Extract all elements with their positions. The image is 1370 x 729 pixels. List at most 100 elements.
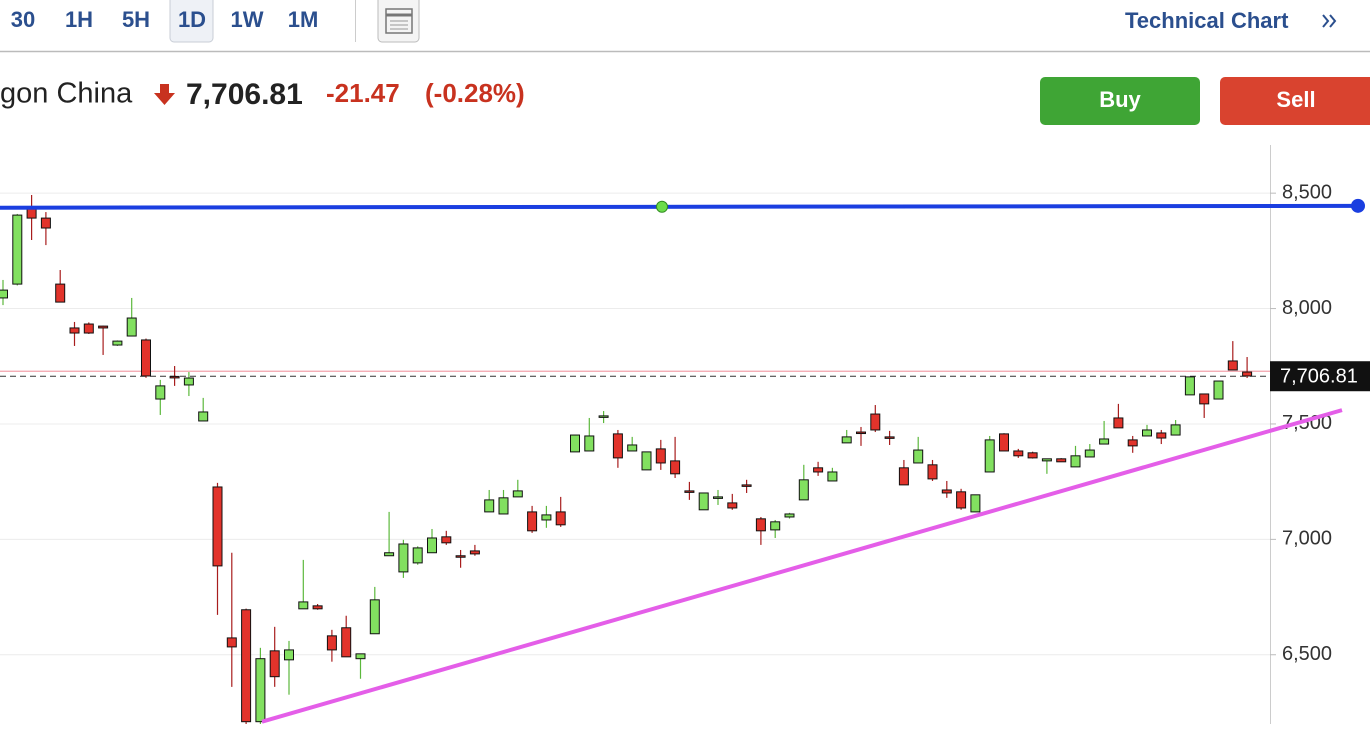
candle-body	[512, 490, 523, 498]
candle-body	[398, 543, 409, 573]
change: -21.47	[326, 78, 400, 108]
candle-body	[755, 518, 766, 532]
candle-body	[1113, 417, 1124, 429]
candle-body	[1242, 371, 1253, 377]
link-text: Technical Chart	[1125, 8, 1289, 33]
candle-body	[1027, 452, 1038, 459]
candle-body	[684, 490, 695, 493]
candle-body	[555, 511, 566, 526]
candle-body	[226, 637, 237, 648]
candle-body	[469, 550, 480, 555]
candle-body	[1156, 432, 1167, 439]
candle-body	[412, 547, 423, 564]
candle-body	[584, 435, 595, 452]
candle-body	[827, 471, 838, 482]
candle-body	[798, 479, 809, 501]
candle-body	[1084, 449, 1095, 458]
candle-body	[255, 658, 266, 723]
interval-button[interactable]: 5H	[122, 7, 150, 32]
candle-body	[770, 521, 781, 531]
candle-body	[813, 467, 824, 473]
candle-body	[541, 514, 552, 521]
candle-body	[698, 492, 709, 511]
candle-body	[384, 552, 395, 557]
interval-button[interactable]: 1W	[231, 7, 264, 32]
candle-body	[241, 609, 252, 723]
candle-body	[627, 444, 638, 452]
candle-body	[870, 413, 881, 431]
candle-body	[1199, 393, 1210, 405]
candle-body	[927, 464, 938, 480]
candle-body	[884, 436, 895, 439]
last-price-label: 7,706.81	[1280, 366, 1358, 388]
candle-body	[713, 496, 723, 499]
sell-label: Sell	[1276, 87, 1315, 112]
candle-body	[298, 601, 309, 610]
layout-button[interactable]	[377, 0, 420, 43]
candle-body	[1099, 438, 1110, 445]
candle-body	[784, 513, 795, 518]
candle-body	[69, 327, 80, 334]
sell-button[interactable]: Sell	[1220, 77, 1370, 125]
y-tick-label: 8,500	[1282, 181, 1332, 203]
candle-body	[941, 489, 952, 494]
buy-button[interactable]: Buy	[1040, 77, 1200, 125]
candle-body	[641, 451, 652, 471]
candle-body	[970, 494, 981, 513]
candle-body	[83, 323, 94, 334]
chevron	[1322, 14, 1337, 28]
candle-body	[570, 434, 580, 453]
candle-body	[126, 317, 137, 337]
candle-body	[441, 536, 452, 544]
candle-body	[1170, 424, 1181, 436]
candle-body	[98, 325, 109, 329]
candle-body	[612, 433, 623, 459]
candle-body	[12, 214, 23, 285]
candle-body	[169, 375, 180, 379]
line-handle[interactable]	[1351, 198, 1365, 213]
candle-body	[727, 502, 738, 509]
candle-body	[40, 217, 51, 229]
buy-label: Buy	[1099, 87, 1141, 112]
candle-body	[269, 650, 280, 678]
y-tick-label: 6,500	[1282, 643, 1332, 665]
candle-body	[55, 283, 66, 303]
candle-body	[999, 433, 1009, 452]
candle-body	[141, 339, 151, 377]
drawn-line	[0, 203, 1359, 210]
candle-body	[527, 511, 538, 532]
candle-body	[1041, 458, 1052, 462]
candle-body	[455, 555, 466, 558]
candle-body	[1056, 458, 1067, 463]
candle-body	[1184, 376, 1195, 396]
interval-button[interactable]: 1H	[65, 7, 93, 32]
candle-body	[341, 627, 352, 658]
candle-body	[427, 537, 437, 554]
candle-body	[1227, 360, 1238, 371]
candle-body	[956, 491, 967, 509]
candle-body	[112, 340, 123, 346]
candle-body	[155, 385, 166, 400]
interval-button[interactable]: 1M	[288, 7, 319, 32]
candle-body	[1013, 450, 1024, 457]
technical-chart-link[interactable]: Technical Chart	[1125, 8, 1337, 33]
candle-body	[741, 484, 752, 487]
candle-body	[498, 497, 509, 515]
candle-body	[1127, 439, 1138, 447]
down-arrow	[154, 84, 175, 105]
candle-body	[0, 289, 8, 299]
candle-body	[369, 599, 380, 635]
candle-body	[355, 653, 366, 660]
candle-body	[670, 460, 681, 475]
selected-interval	[169, 0, 214, 43]
candle-body	[326, 635, 337, 651]
candle-body	[655, 448, 666, 464]
interval-button[interactable]: 30	[11, 7, 35, 32]
y-tick-label: 7,000	[1282, 528, 1332, 550]
candle-body	[484, 499, 495, 513]
candle-body	[898, 467, 909, 486]
line-handle[interactable]	[656, 200, 668, 213]
interval-button[interactable]: 1D	[178, 7, 206, 32]
